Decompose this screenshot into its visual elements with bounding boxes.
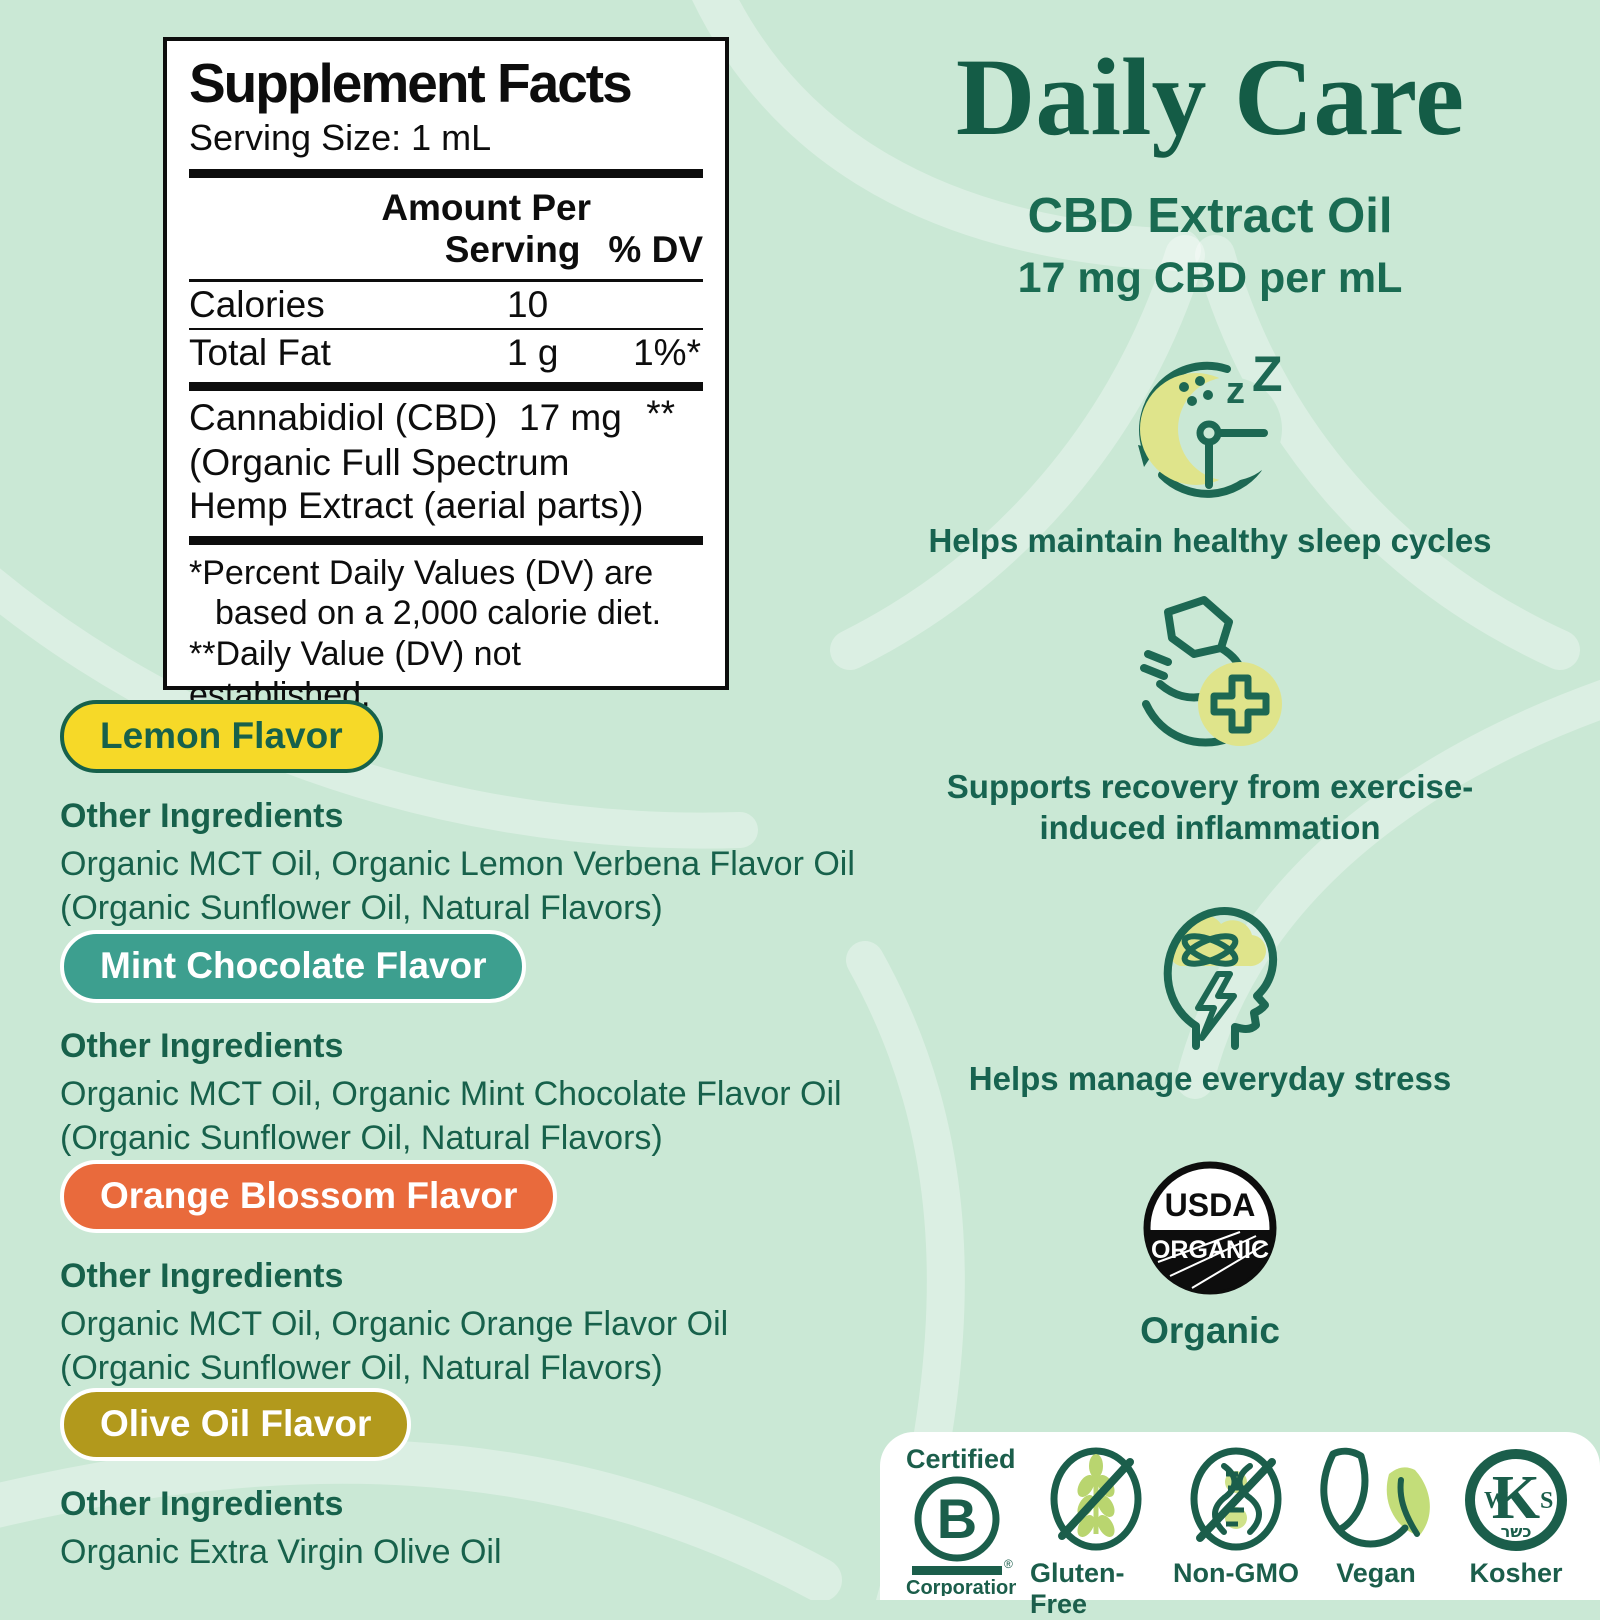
badge-gluten-free: Gluten-Free (1030, 1444, 1162, 1620)
flavor-section-olive-oil: Olive Oil Flavor Other Ingredients Organ… (60, 1388, 860, 1574)
flavor-pill-lemon: Lemon Flavor (60, 700, 383, 773)
benefit-recovery-caption: Supports recovery from exercise-induced … (860, 766, 1560, 849)
footnote-line2: based on a 2,000 calorie diet. (215, 594, 662, 633)
row-total-fat: Total Fat 1 g 1%* (189, 330, 703, 376)
organic-text: ORGANIC (1151, 1236, 1269, 1264)
gluten-free-icon (1050, 1447, 1142, 1551)
benefit-caption-text: Helps maintain healthy sleep cycles (928, 522, 1492, 559)
z-letter-small: z (1226, 370, 1245, 412)
row-cbd-amount: 17 mg (519, 397, 622, 439)
serving-size: Serving Size: 1 mL (189, 116, 492, 158)
benefit-stress (860, 888, 1560, 1052)
benefit-recovery (860, 592, 1560, 760)
badge-bcorp: Certified B ® Corporation (904, 1444, 1022, 1596)
benefit-sleep: z Z (860, 345, 1560, 503)
header-serving: Serving (444, 229, 581, 271)
row-calories: Calories 10 (189, 282, 703, 328)
row-total-fat-amount: 1 g (507, 332, 559, 374)
cbd-sub-line2: Hemp Extract (aerial parts)) (189, 485, 644, 527)
benefit-caption-text: Supports recovery from exercise-induced … (946, 768, 1474, 847)
brand-title-text: Daily Care (955, 36, 1465, 158)
flavor-pill-mint-chocolate: Mint Chocolate Flavor (60, 930, 527, 1003)
product-name-text: CBD Extract Oil (1027, 189, 1393, 243)
benefit-caption-text: Helps manage everyday stress (968, 1060, 1452, 1097)
product-name: CBD Extract Oil (860, 188, 1560, 244)
badge-kosher: W K S כשר Kosher (1450, 1444, 1582, 1589)
certifications-card: Certified B ® Corporation Gluten-Free (880, 1432, 1600, 1619)
product-strength: 17 mg CBD per mL (860, 248, 1560, 303)
footnotes: *Percent Daily Values (DV) are based on … (189, 553, 703, 716)
kosher-hebrew: כשר (1501, 1522, 1532, 1541)
divider-thick (189, 382, 703, 392)
row-cbd-dv: ** (646, 393, 675, 435)
muscle-recovery-plus-icon (1140, 596, 1282, 747)
non-gmo-icon (1190, 1447, 1282, 1551)
row-total-fat-dv: 1%* (633, 332, 701, 374)
row-total-fat-label: Total Fat (189, 332, 331, 374)
divider-hairline (189, 328, 703, 331)
ingredients-text: Organic Extra Virgin Olive Oil (60, 1533, 502, 1571)
benefit-sleep-caption: Helps maintain healthy sleep cycles (860, 520, 1560, 561)
z-letter-large: Z (1252, 346, 1283, 402)
row-calories-label: Calories (189, 284, 325, 326)
product-strength-text: 17 mg CBD per mL (1017, 254, 1403, 302)
amount-per-serving-header: Amount Per Serving % DV (189, 186, 703, 271)
other-ingredients-heading: Other Ingredients (60, 1485, 344, 1523)
vegan-icon (1320, 1447, 1430, 1548)
other-ingredients-heading: Other Ingredients (60, 797, 344, 835)
kosher-w: W (1484, 1488, 1508, 1514)
usda-text: USDA (1165, 1187, 1256, 1223)
divider-thick (189, 168, 703, 178)
other-ingredients-heading: Other Ingredients (60, 1027, 344, 1065)
flavor-pill-olive-oil: Olive Oil Flavor (60, 1388, 412, 1461)
footnote-line1: *Percent Daily Values (DV) are (189, 553, 654, 592)
row-calories-amount: 10 (507, 284, 549, 326)
b-letter: B (937, 1487, 977, 1550)
stress-head-bolt-icon (1163, 907, 1278, 1050)
gluten-free-label: Gluten-Free (1030, 1558, 1125, 1619)
usda-organic-seal: USDA ORGANIC (860, 1158, 1560, 1298)
brand-title: Daily Care (860, 42, 1560, 152)
corporation-text: Corporation (906, 1577, 1016, 1596)
non-gmo-label: Non-GMO (1173, 1558, 1299, 1588)
sleep-moon-clock-icon: z Z (1138, 346, 1283, 498)
kosher-k: K (1492, 1464, 1540, 1532)
certified-text: Certified (906, 1444, 1016, 1474)
ingredients-text: Organic MCT Oil, Organic Orange Flavor O… (60, 1305, 729, 1388)
divider-thick (189, 535, 703, 545)
flavor-section-orange-blossom: Orange Blossom Flavor Other Ingredients … (60, 1160, 860, 1390)
vegan-label: Vegan (1336, 1558, 1416, 1588)
supplement-facts-title: Supplement Facts (189, 52, 633, 114)
other-ingredients-heading: Other Ingredients (60, 1257, 344, 1295)
ingredients-text: Organic MCT Oil, Organic Lemon Verbena F… (60, 845, 855, 928)
divider-thin (189, 279, 703, 283)
row-cbd-label: Cannabidiol (CBD) (189, 397, 498, 439)
header-dv: % DV (608, 229, 703, 271)
flavor-section-mint-chocolate: Mint Chocolate Flavor Other Ingredients … (60, 930, 860, 1160)
organic-caption: Organic (860, 1308, 1560, 1354)
badge-non-gmo: Non-GMO (1170, 1444, 1302, 1589)
kosher-icon: W K S כשר (1465, 1449, 1567, 1551)
usda-organic-icon: USDA ORGANIC (1143, 1161, 1277, 1295)
header-amount-per: Amount Per (381, 186, 591, 228)
registered-mark: ® (1004, 1557, 1013, 1571)
organic-caption-text: Organic (1140, 1310, 1280, 1351)
flavor-pill-orange-blossom: Orange Blossom Flavor (60, 1160, 558, 1233)
flavor-section-lemon: Lemon Flavor Other Ingredients Organic M… (60, 700, 860, 930)
cbd-sub-line1: (Organic Full Spectrum (189, 442, 570, 484)
b-corporation-icon: Certified B ® Corporation (906, 1444, 1016, 1596)
kosher-s: S (1540, 1488, 1553, 1514)
supplement-facts-panel: Supplement Facts Serving Size: 1 mL Amou… (163, 37, 729, 714)
badge-vegan: Vegan (1310, 1444, 1442, 1589)
benefit-stress-caption: Helps manage everyday stress (860, 1058, 1560, 1099)
row-cbd: Cannabidiol (CBD) 17 mg ** (189, 393, 703, 441)
ingredients-text: Organic MCT Oil, Organic Mint Chocolate … (60, 1075, 842, 1158)
kosher-label: Kosher (1469, 1558, 1563, 1588)
